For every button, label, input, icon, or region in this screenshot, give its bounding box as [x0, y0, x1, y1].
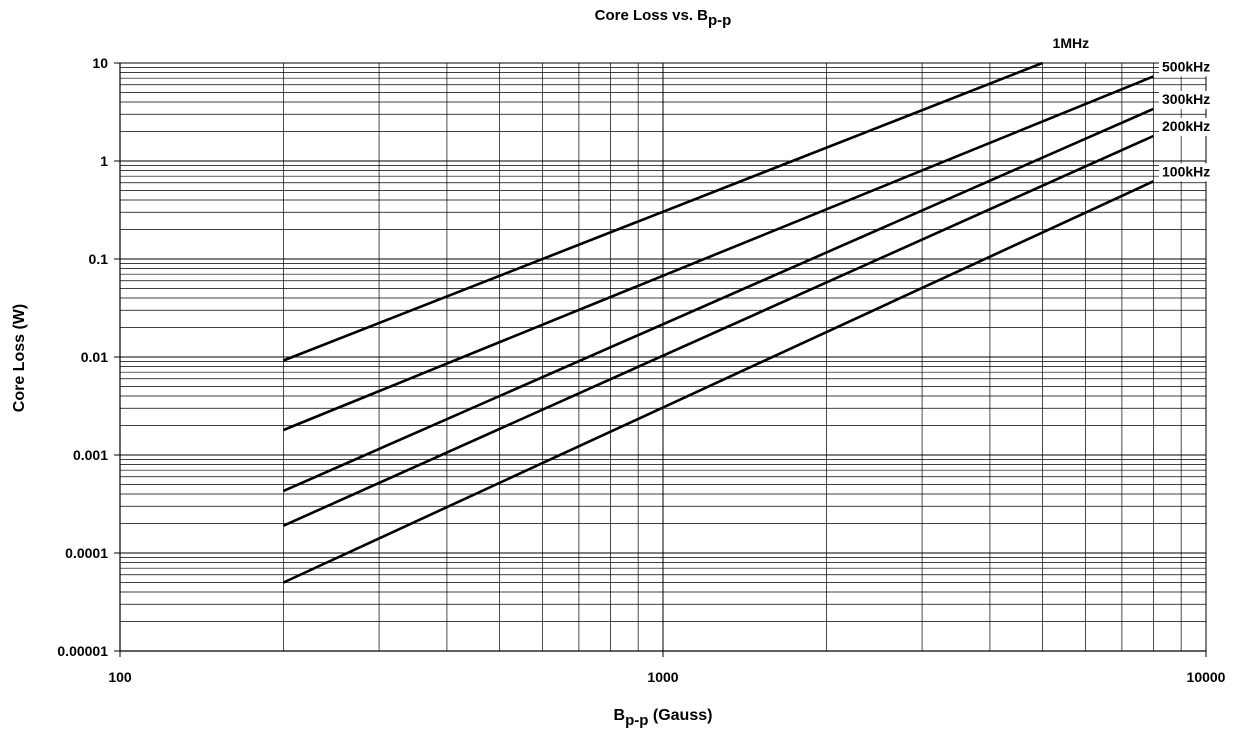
x-tick-label: 10000 — [1187, 669, 1226, 685]
series-line-500khz — [283, 75, 1154, 432]
y-tick-label: 1 — [100, 153, 108, 169]
x-tick-label: 100 — [108, 669, 132, 685]
series-label-bg — [1159, 58, 1227, 77]
y-tick-label: 0.0001 — [65, 545, 108, 561]
series-label-bg — [1159, 90, 1227, 109]
y-tick-label: 0.001 — [73, 447, 108, 463]
series-label-100khz: 100kHz — [1162, 163, 1210, 179]
series-line-1mhz — [283, 61, 1043, 362]
grid-layer — [119, 63, 1206, 652]
series-line-300khz — [282, 107, 1154, 493]
x-axis-label: Bp-p (Gauss) — [614, 707, 713, 729]
y-tick-label: 0.1 — [89, 251, 109, 267]
chart-title: Core Loss vs. Bp-p — [595, 7, 732, 29]
series-label-200khz: 200kHz — [1162, 118, 1210, 134]
x-tick-label: 1000 — [647, 669, 678, 685]
series-label-300khz: 300kHz — [1162, 91, 1210, 107]
y-axis-label: Core Loss (W) — [11, 304, 28, 412]
series-label-bg — [1159, 163, 1227, 182]
series-label-500khz: 500kHz — [1162, 58, 1210, 74]
y-tick-label: 0.00001 — [57, 643, 108, 659]
series-line-100khz — [282, 180, 1154, 584]
series-layer — [282, 61, 1154, 584]
y-tick-label: 10 — [92, 55, 108, 71]
y-tick-label: 0.01 — [81, 349, 108, 365]
series-line-200khz — [282, 134, 1154, 527]
series-label-bg — [1159, 117, 1227, 136]
series-label-1mhz: 1MHz — [1053, 35, 1090, 51]
series-label-layer: 1MHz 500kHz 300kHz 200kHz 100kHz — [1053, 35, 1227, 182]
